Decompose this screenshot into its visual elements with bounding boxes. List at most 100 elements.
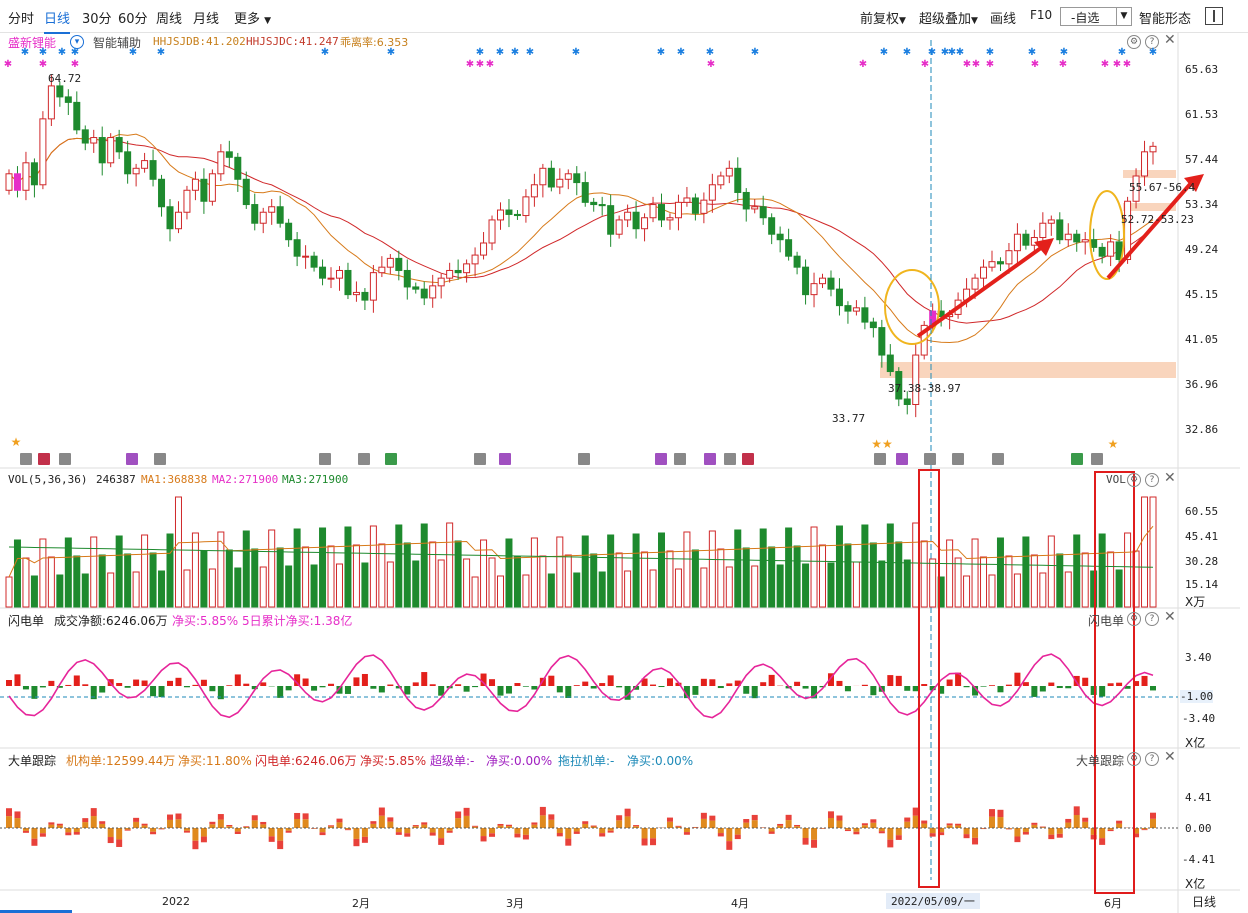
settings-icon[interactable]: ⚙ <box>1127 612 1141 626</box>
candle-body <box>73 101 81 131</box>
event-badge <box>674 453 686 465</box>
star-marker: ✱ <box>1059 59 1067 70</box>
watchlist-select[interactable]: -自选 ▼ <box>1060 7 1132 26</box>
close-icon[interactable]: ✕ <box>1164 609 1176 625</box>
candle-body <box>810 283 818 296</box>
close-icon[interactable]: ✕ <box>1164 749 1176 765</box>
tab-weekly[interactable]: 周线 <box>156 12 183 27</box>
institution-bar <box>268 828 275 837</box>
star-marker: ✱ <box>71 59 79 70</box>
institution-bar <box>497 825 504 828</box>
volume-bar <box>47 556 55 608</box>
flash-order-bar <box>268 836 275 842</box>
institution-bar <box>878 828 885 832</box>
flash-bar <box>311 686 318 691</box>
volume-bar <box>598 571 606 608</box>
flash-order-bar <box>624 808 631 817</box>
help-icon[interactable]: ? <box>1145 35 1159 49</box>
flash-bar <box>39 686 46 688</box>
star-marker: ✱ <box>903 47 911 58</box>
volume-bar <box>1149 496 1157 608</box>
institution-bar <box>929 828 936 834</box>
caret-down-icon[interactable]: ▼ <box>1116 8 1131 25</box>
flash-order-bar <box>522 834 529 840</box>
volume-bar <box>624 570 632 608</box>
tab-30min[interactable]: 30分 <box>82 12 112 27</box>
draw-line-button[interactable]: 画线 <box>990 12 1017 27</box>
candle-body <box>1107 241 1115 257</box>
volume-bar <box>327 545 335 608</box>
candle-body <box>581 182 589 203</box>
volume-bar <box>1090 570 1098 608</box>
institution-bar <box>1116 823 1123 828</box>
close-icon[interactable]: ✕ <box>1164 32 1176 48</box>
tab-daily[interactable]: 日线 <box>44 8 71 34</box>
restore-dropdown[interactable]: 前复权▼ <box>860 8 906 27</box>
flash-bar <box>734 680 741 686</box>
f10-button[interactable]: F10 <box>1030 8 1053 22</box>
more-menu[interactable]: 更多 ▼ <box>234 8 271 27</box>
institution-bar <box>285 828 292 831</box>
flash-order-bar <box>870 819 877 823</box>
dropdown-circle-icon[interactable]: ▾ <box>70 35 84 49</box>
event-badge <box>578 453 590 465</box>
flash-order-bar <box>633 825 640 827</box>
star-marker: ✱ <box>486 59 494 70</box>
volume-bar <box>971 538 979 608</box>
flash-unit: X亿 <box>1185 736 1206 750</box>
settings-icon[interactable]: ⚙ <box>1127 473 1141 487</box>
flash-bar <box>709 679 716 686</box>
pattern-button[interactable]: 智能形态 <box>1139 12 1192 27</box>
institution-bar <box>743 822 750 828</box>
star-marker: ✱ <box>1028 47 1036 58</box>
flash-bar <box>912 686 919 692</box>
candle-body <box>607 205 615 235</box>
volume-bar <box>107 572 115 608</box>
star-marker: ✱ <box>880 47 888 58</box>
tab-monthly[interactable]: 月线 <box>193 12 220 27</box>
star-marker: ✱ <box>526 47 534 58</box>
flash-order-bar <box>963 834 970 839</box>
flash-bar <box>328 683 335 686</box>
institution-bar <box>302 819 309 828</box>
volume-bar <box>1013 573 1021 608</box>
flash-bar <box>827 673 834 686</box>
flash-bar <box>683 686 690 699</box>
tab-60min[interactable]: 60分 <box>118 12 148 27</box>
help-icon[interactable]: ? <box>1145 612 1159 626</box>
assist-label[interactable]: 智能辅助 <box>93 36 142 50</box>
volume-bar <box>1030 554 1038 608</box>
help-icon[interactable]: ? <box>1145 473 1159 487</box>
candle-body <box>895 371 903 400</box>
candle-body <box>463 263 471 274</box>
tab-timeshare[interactable]: 分时 <box>8 12 35 27</box>
panel-toggle-icon[interactable] <box>1205 7 1223 25</box>
flash-bar <box>624 686 631 700</box>
close-icon[interactable]: ✕ <box>1164 470 1176 486</box>
institution-bar <box>378 815 385 828</box>
institution-bar <box>1099 828 1106 839</box>
flash-bar <box>650 684 657 686</box>
scroll-indicator[interactable] <box>0 910 72 913</box>
settings-icon[interactable]: ⚙ <box>1127 752 1141 766</box>
candle-body <box>980 266 988 279</box>
flash-order-bar <box>446 830 453 833</box>
flash-bar <box>361 673 368 686</box>
flash-bar <box>616 686 623 688</box>
volume-bar <box>946 539 954 608</box>
candle-body <box>1005 250 1013 265</box>
institution-bar <box>319 828 326 833</box>
candle-body <box>22 162 30 191</box>
volume-bar <box>530 537 538 608</box>
tractor-order-value: 拖拉机单:- <box>558 754 615 768</box>
flash-bar <box>726 683 733 686</box>
kline-chart[interactable]: ✱ ✱ ✱ ✱ ✱ ✱ ✱ ✱ ✱ ✱ ✱ ✱ ✱ ✱ ✱ ✱ ✱ ✱ ✱ ✱ ✱✱ ✱ ✱ ✱ ✱ ✱ ✱✱ ✱ ✱ ✱ ✱ ✱ ✱ ✱ ✱ ✱ ✱ ✱… <box>0 32 1240 913</box>
overlay-dropdown[interactable]: 超级叠加▼ <box>919 8 978 27</box>
institution-bar <box>167 819 174 828</box>
candle-body <box>335 269 343 279</box>
flash-order-bar <box>929 833 936 837</box>
flash-bar <box>48 680 55 686</box>
help-icon[interactable]: ? <box>1145 752 1159 766</box>
flash-order-bar <box>277 840 284 850</box>
settings-icon[interactable]: ⚙ <box>1127 35 1141 49</box>
